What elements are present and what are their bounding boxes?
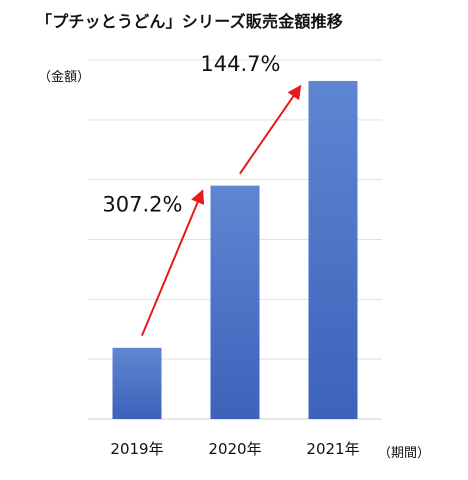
chart-title: 「プチッとうどん」シリーズ販売金額推移: [36, 12, 344, 31]
growth-label: 307.2%: [102, 193, 182, 217]
x-tick-label: 2019年: [110, 440, 163, 458]
bar-2020年: [210, 185, 260, 419]
growth-label: 144.7%: [200, 52, 280, 76]
x-tick-label: 2021年: [306, 440, 359, 458]
x-tick-label: 2020年: [208, 440, 261, 458]
bar-2021年: [308, 80, 358, 420]
y-axis-label: （金額）: [38, 70, 91, 85]
bar-2019年: [112, 347, 162, 419]
growth-arrow: [239, 84, 302, 175]
growth-arrow: [140, 189, 205, 337]
x-axis-label: （期間）: [378, 446, 431, 461]
